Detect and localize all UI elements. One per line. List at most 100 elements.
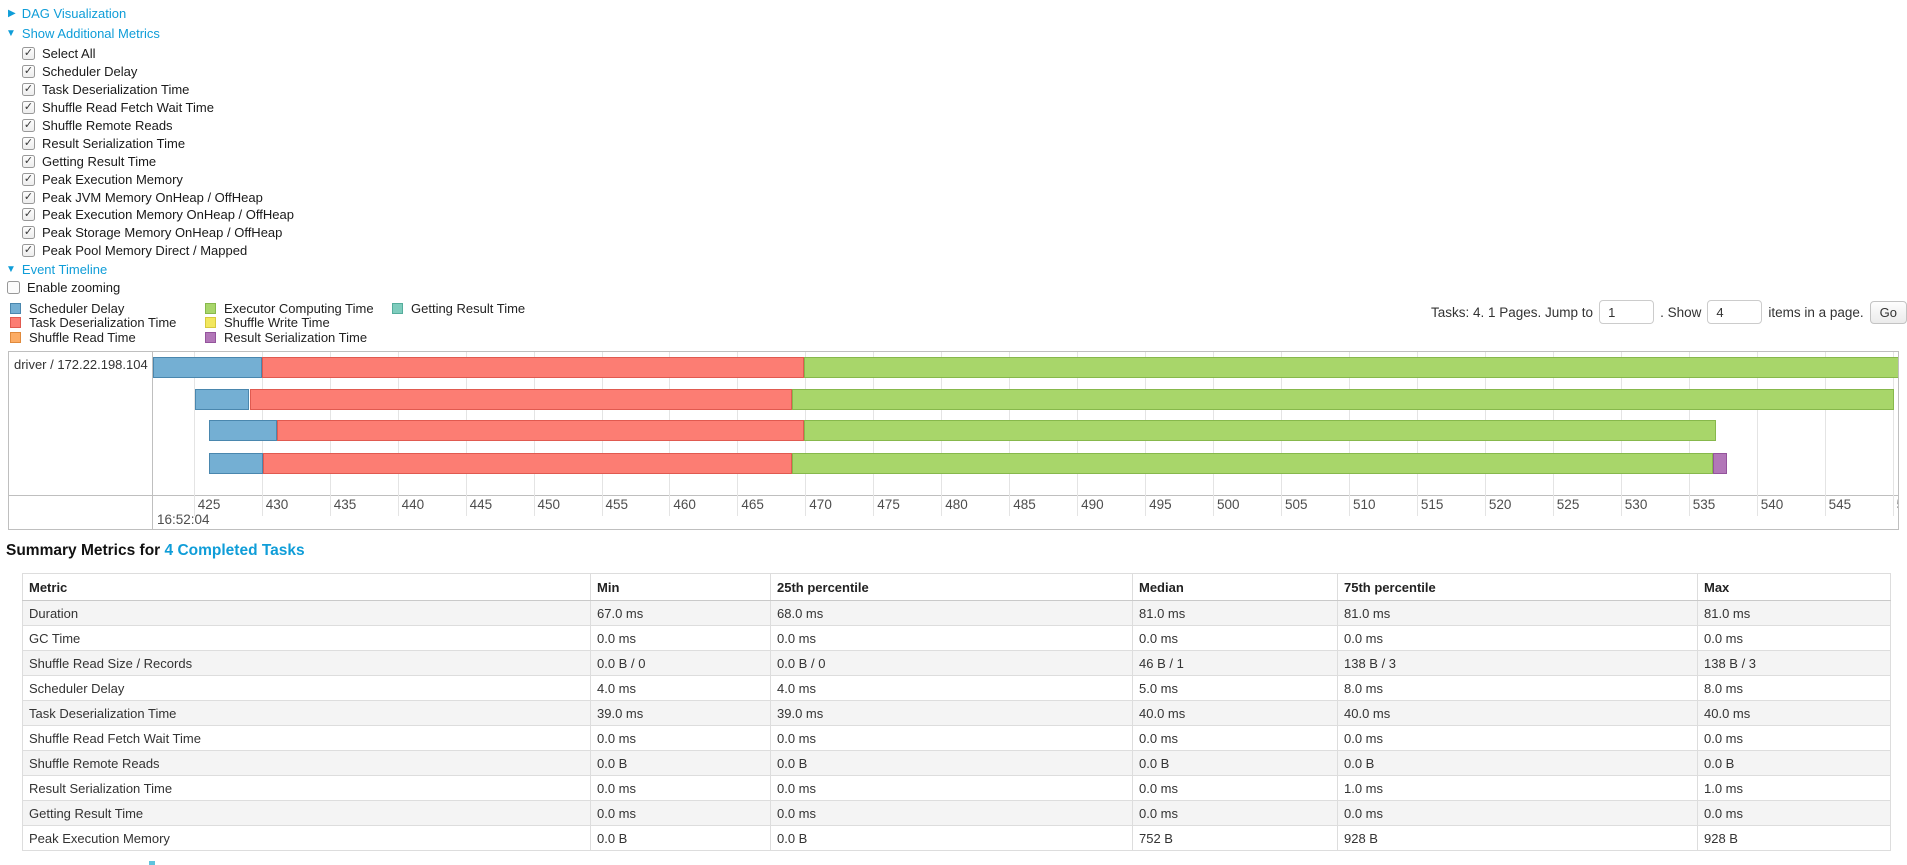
dag-visualization-toggle[interactable]: ▶ DAG Visualization [8,6,126,21]
metric-value-cell: 8.0 ms [1697,675,1891,701]
metric-name-cell: Scheduler Delay [22,675,591,701]
label-column-divider [152,352,153,529]
task-4-task-deserialization-segment [263,453,792,474]
checkbox[interactable]: ✓ [22,119,35,132]
legend-label: Scheduler Delay [29,300,125,316]
checkbox[interactable]: ✓ [22,136,35,150]
clipped-next-section [149,861,155,865]
axis-major-label: 16:52:04 [157,512,210,527]
items-per-page-input[interactable] [1707,300,1763,324]
axis-tick-label: 435 [333,497,357,512]
show-additional-metrics-toggle[interactable]: ▼ Show Additional Metrics [6,26,160,41]
axis-tick-label: 540 [1760,497,1784,512]
checkbox[interactable]: ✓ [22,226,35,240]
axis-tick-label: 530 [1624,497,1648,512]
axis-tick-label: 450 [537,497,561,512]
metric-value-cell: 0.0 ms [1132,800,1338,826]
metric-value-cell: 0.0 ms [1337,800,1698,826]
checkbox-label: Getting Result Time [42,153,157,169]
task-1-scheduler-delay-segment [153,357,262,378]
checkbox-label: Task Deserialization Time [42,82,190,98]
legend-column-3: Getting Result Time [392,301,525,316]
metric-name-cell: Shuffle Read Size / Records [22,650,591,676]
metric-value-cell: 0.0 ms [1697,800,1891,826]
expanded-arrow-icon: ▼ [6,263,16,275]
checkbox[interactable]: ✓ [22,65,35,79]
event-timeline-label: Event Timeline [21,262,108,277]
checkbox[interactable]: ✓ [22,190,35,204]
metric-value-cell: 81.0 ms [1132,600,1338,626]
task-2-executor-computing-segment [791,389,1894,410]
legend-item: Result Serialization Time [205,330,374,345]
event-timeline-toggle[interactable]: ▼ Event Timeline [6,262,107,277]
summary-table-row: Task Deserialization Time 39.0 ms 39.0 ms 4… [22,700,1891,726]
axis-tick-label: 440 [401,497,425,512]
gridline [193,352,195,516]
checkbox[interactable]: ✓ [22,244,35,258]
metric-value-cell: 8.0 ms [1337,675,1698,701]
checkbox[interactable]: ✓ [22,101,35,115]
metrics-checkbox-list: ✓ Select All ✓ Scheduler Delay ✓ Task Deseria… [22,45,294,260]
legend-item: Shuffle Write Time [205,315,374,331]
summary-column-header: 25th percentile [770,573,1133,601]
axis-tick-label: 445 [469,497,493,512]
dag-visualization-label: DAG Visualization [21,6,127,21]
legend-label: Result Serialization Time [224,329,368,345]
metric-checkbox-row: ✓ Peak Execution Memory [22,170,294,188]
summary-table-row: Getting Result Time 0.0 ms 0.0 ms 0.0 ms 0.0… [22,800,1891,826]
checkbox[interactable]: ✓ [22,83,35,97]
items-in-page-text: items in a page. [1768,304,1864,320]
metric-checkbox-row: ✓ Peak JVM Memory OnHeap / OffHeap [22,188,294,206]
task-3-task-deserialization-segment [276,420,804,441]
axis-tick-label: 455 [605,497,629,512]
timeline-legend: Scheduler Delay Task Deserialization Time… [10,301,610,346]
go-button[interactable]: Go [1869,300,1907,324]
metric-value-cell: 0.0 ms [1132,775,1338,801]
metric-value-cell: 0.0 ms [590,625,771,651]
jump-to-page-input[interactable] [1599,300,1655,324]
checkbox[interactable]: ✓ [22,208,35,222]
metric-value-cell: 138 B / 3 [1337,650,1698,676]
legend-label: Shuffle Write Time [224,315,330,331]
summary-column-header: Metric [22,573,591,601]
task-2-scheduler-delay-segment [195,389,250,410]
metric-value-cell: 0.0 B [1697,750,1891,776]
metric-checkbox-row: ✓ Shuffle Remote Reads [22,117,294,135]
metric-value-cell: 0.0 B [590,750,771,776]
checkbox-label: Peak Pool Memory Direct / Mapped [42,243,248,259]
legend-item: Executor Computing Time [205,301,374,316]
checkbox[interactable]: ✓ [22,47,35,61]
completed-tasks-link[interactable]: 4 Completed Tasks [164,542,305,559]
checkbox-label: Peak JVM Memory OnHeap / OffHeap [42,189,263,205]
scheduler-delay-swatch [10,302,21,314]
metric-value-cell: 5.0 ms [1132,675,1338,701]
summary-table-row: Shuffle Read Size / Records 0.0 B / 0 0.0 … [22,650,1891,676]
metric-value-cell: 0.0 ms [770,775,1133,801]
enable-zooming-row: Enable zooming [7,279,120,297]
checkbox[interactable]: ✓ [22,154,35,168]
metric-value-cell: 0.0 ms [590,775,771,801]
metric-value-cell: 0.0 B [1132,750,1338,776]
checkbox[interactable]: ✓ [22,172,35,186]
summary-table-row: Result Serialization Time 0.0 ms 0.0 ms 0.0… [22,775,1891,801]
show-text: . Show [1660,304,1702,320]
metric-checkbox-row: ✓ Task Deserialization Time [22,81,294,99]
legend-item: Task Deserialization Time [10,315,176,330]
checkbox-label: Shuffle Remote Reads [42,118,173,133]
axis-tick-label: 505 [1285,497,1308,512]
task-pagination: Tasks: 4. 1 Pages. Jump to . Show items … [1400,298,1907,326]
metric-name-cell: Getting Result Time [22,800,591,826]
summary-table-row: Shuffle Remote Reads 0.0 B 0.0 B 0.0 B 0.0 B… [22,750,1891,776]
metric-name-cell: Task Deserialization Time [22,700,591,726]
metric-value-cell: 0.0 B [1337,750,1698,776]
metric-value-cell: 67.0 ms [590,600,771,626]
metric-value-cell: 0.0 ms [1697,725,1891,751]
metric-value-cell: 0.0 B / 0 [590,650,771,676]
checkbox-label: Select All [42,46,96,62]
legend-label: Shuffle Read Time [29,329,136,345]
metric-value-cell: 0.0 ms [1337,725,1698,751]
summary-column-header: Min [590,573,771,601]
axis-tick-label: 535 [1692,497,1716,512]
axis-tick-label: 525 [1556,497,1580,512]
enable-zooming-checkbox[interactable] [7,281,20,295]
